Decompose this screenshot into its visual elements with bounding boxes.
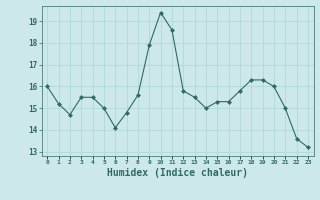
X-axis label: Humidex (Indice chaleur): Humidex (Indice chaleur) [107,168,248,178]
